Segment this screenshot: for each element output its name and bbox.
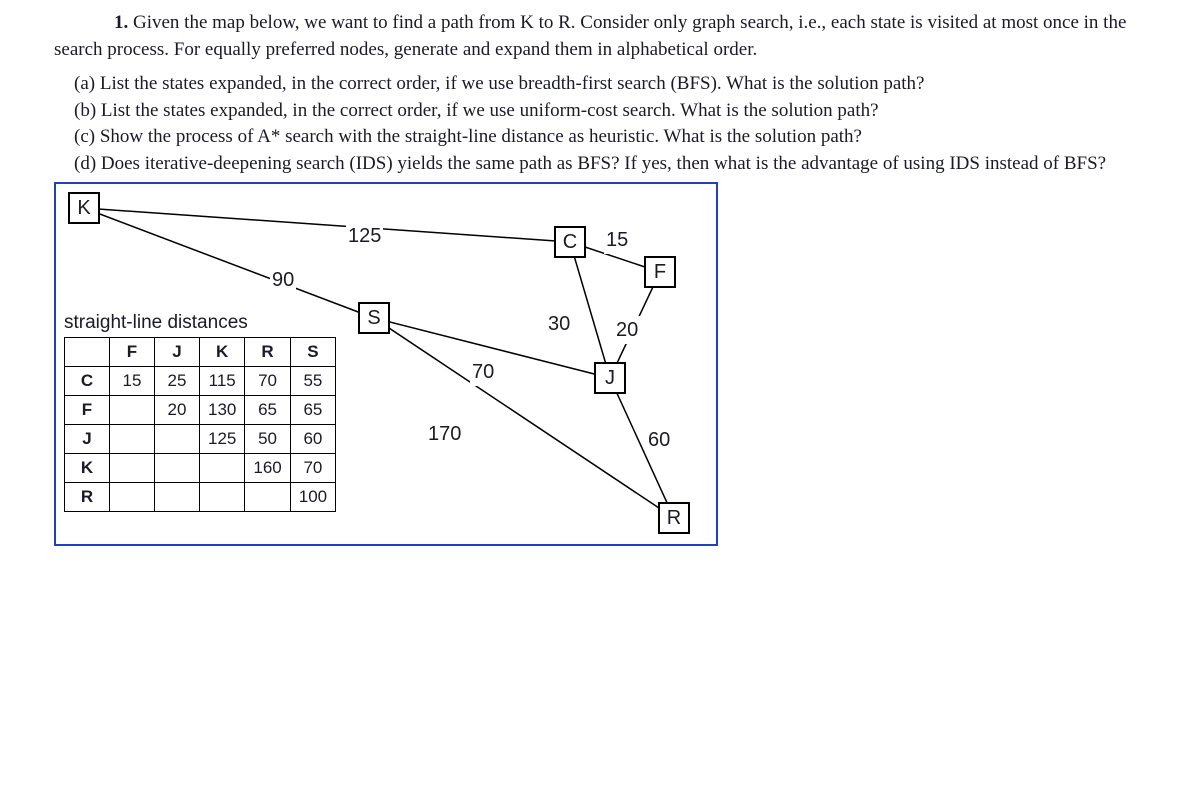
table-cell: 20 (155, 395, 200, 424)
part-c-text: Show the process of A* search with the s… (100, 126, 862, 147)
table-row: C15251157055 (65, 366, 336, 395)
graph-node: C (554, 226, 586, 258)
table-cell (155, 453, 200, 482)
table-cell (110, 482, 155, 511)
problem-intro: Given the map below, we want to find a p… (54, 12, 1126, 60)
table-cell: 100 (290, 482, 335, 511)
table-row: F201306565 (65, 395, 336, 424)
table-cell: 130 (200, 395, 245, 424)
col-header: K (200, 337, 245, 366)
edge-weight: 125 (346, 222, 383, 250)
table-cell (155, 482, 200, 511)
part-d: (d) Does iterative-deepening search (IDS… (20, 151, 1176, 178)
row-header: F (65, 395, 110, 424)
table-cell: 25 (155, 366, 200, 395)
table-cell: 160 (245, 453, 290, 482)
table-cell: 50 (245, 424, 290, 453)
edge-weight: 30 (546, 310, 572, 338)
part-d-text: Does iterative-deepening search (IDS) yi… (101, 153, 1106, 174)
col-header: F (110, 337, 155, 366)
table-cell (245, 482, 290, 511)
table-cell: 55 (290, 366, 335, 395)
part-b: (b) List the states expanded, in the cor… (20, 98, 1176, 125)
table-cell: 65 (245, 395, 290, 424)
sld-table-title: straight-line distances (64, 310, 248, 337)
problem-statement: 1. Given the map below, we want to find … (20, 10, 1176, 63)
table-cell: 15 (110, 366, 155, 395)
row-header: K (65, 453, 110, 482)
table-cell: 125 (200, 424, 245, 453)
col-header: R (245, 337, 290, 366)
edge-weight: 15 (604, 226, 630, 254)
part-d-label: (d) (74, 153, 96, 174)
edge-weight: 90 (270, 266, 296, 294)
table-cell (155, 424, 200, 453)
table-cell: 70 (245, 366, 290, 395)
col-header: S (290, 337, 335, 366)
table-cell: 115 (200, 366, 245, 395)
table-row: FJKRS (65, 337, 336, 366)
table-cell (110, 424, 155, 453)
row-header: R (65, 482, 110, 511)
graph-node: J (594, 362, 626, 394)
row-header: J (65, 424, 110, 453)
row-header: C (65, 366, 110, 395)
table-cell (200, 453, 245, 482)
part-a-text: List the states expanded, in the correct… (100, 73, 925, 94)
table-cell: 70 (290, 453, 335, 482)
edge-weight: 60 (646, 426, 672, 454)
sld-table: FJKRSC15251157055F201306565J1255060K1607… (64, 337, 336, 512)
part-c-label: (c) (74, 126, 95, 147)
graph-node: K (68, 192, 100, 224)
part-a-label: (a) (74, 73, 95, 94)
part-b-text: List the states expanded, in the correct… (101, 100, 879, 121)
graph-node: S (358, 302, 390, 334)
table-cell (110, 453, 155, 482)
part-a: (a) List the states expanded, in the cor… (20, 71, 1176, 98)
table-row: R 100 (65, 482, 336, 511)
edge-weight: 70 (470, 358, 496, 386)
map-figure: 125901530207017060KCFSJRstraight-line di… (54, 182, 718, 546)
part-b-label: (b) (74, 100, 96, 121)
table-row: K 16070 (65, 453, 336, 482)
table-row: J 1255060 (65, 424, 336, 453)
graph-node: F (644, 256, 676, 288)
graph-node: R (658, 502, 690, 534)
problem-number: 1. (114, 12, 128, 33)
edge-weight: 20 (614, 316, 640, 344)
table-cell (200, 482, 245, 511)
col-header: J (155, 337, 200, 366)
table-cell (110, 395, 155, 424)
table-cell: 60 (290, 424, 335, 453)
table-cell: 65 (290, 395, 335, 424)
part-c: (c) Show the process of A* search with t… (20, 124, 1176, 151)
edge-weight: 170 (426, 420, 463, 448)
